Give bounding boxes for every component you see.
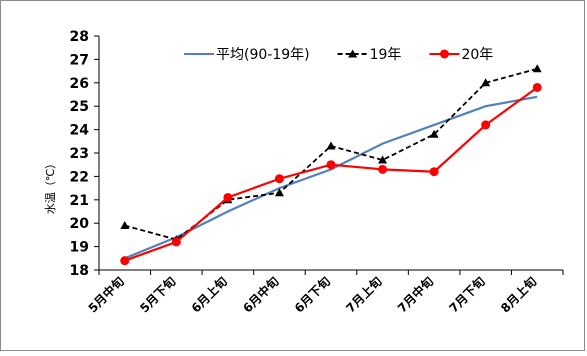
y-tick-label: 27 [70,52,89,68]
x-tick-label: 7月中旬 [394,274,436,316]
legend-item: 20年 [429,47,493,63]
y-tick-label: 18 [70,263,89,279]
data-point [378,164,388,174]
axes [94,35,564,275]
legend-label: 19年 [370,47,402,63]
y-tick-label: 26 [70,76,89,92]
x-tick-label: 8月上旬 [497,274,539,316]
data-point [274,174,284,184]
series [124,95,538,260]
y-axis-label: 水温（℃） [44,158,57,214]
data-point [120,221,130,230]
data-point [171,237,181,247]
y-tick-label: 24 [70,123,90,139]
data-point [532,64,542,73]
legend-item: 19年 [337,47,402,63]
y-tick-label: 20 [70,216,90,232]
y-tick-label: 21 [70,193,89,209]
series [120,64,542,244]
data-point [274,188,284,197]
y-tick-label: 23 [70,146,89,162]
x-tick-label: 5月下旬 [136,274,178,316]
data-point [223,192,233,202]
series-line [124,86,538,262]
series [120,82,542,266]
x-tick-label: 6月中旬 [240,274,282,316]
data-point [481,120,491,130]
legend: 平均(90-19年) 19年 20年 [184,47,493,63]
y-tick-label: 28 [70,29,89,45]
data-point [378,155,388,164]
x-tick-labels: 5月中旬 5月下旬 6月上旬 6月中旬 6月下旬 7月上旬 7月中旬 7月下旬 8月上旬 [85,274,539,316]
data-point [439,49,449,59]
x-tick-label: 7月下旬 [446,274,488,316]
data-point [326,141,336,150]
data-point [120,256,130,266]
x-tick-label: 6月下旬 [291,274,333,316]
y-tick-label: 22 [70,169,89,185]
x-tick-label: 6月上旬 [188,274,230,316]
y-tick-label: 19 [70,240,89,256]
data-point [429,167,439,177]
x-tick-label: 5月中旬 [85,274,127,316]
legend-item: 平均(90-19年) [184,47,310,63]
data-point [481,78,491,87]
series-line [124,95,538,260]
legend-label: 平均(90-19年) [216,47,310,63]
data-point [429,129,439,138]
data-point [326,160,336,170]
x-tick-label: 7月上旬 [343,274,385,316]
y-tick-labels: 18 19 20 21 22 23 24 25 26 27 28 [70,29,90,279]
series-group [120,64,542,266]
data-point [532,82,542,92]
series-line [124,67,538,241]
data-point [348,49,358,58]
legend-label: 20年 [461,47,493,63]
y-tick-label: 25 [70,99,89,115]
